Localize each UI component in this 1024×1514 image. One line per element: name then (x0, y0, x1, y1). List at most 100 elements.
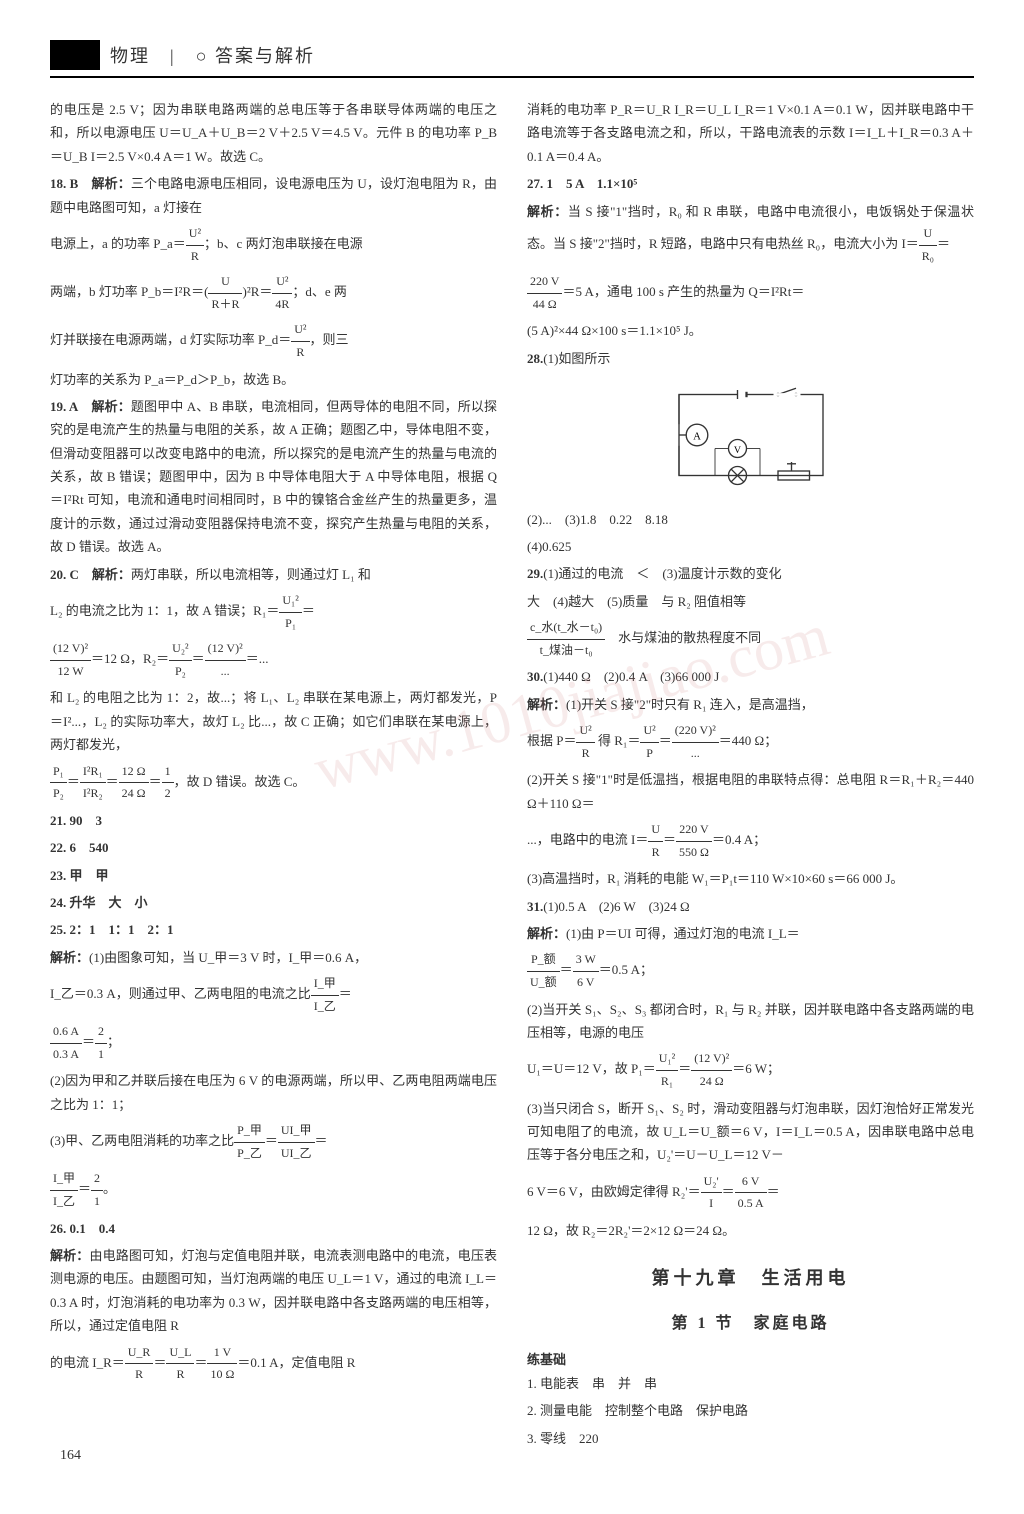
text: ＝0.4 A； (712, 832, 766, 847)
fraction: U²R (186, 223, 204, 267)
den: R (186, 246, 204, 268)
fraction: U²P (640, 720, 658, 764)
num: U_R (125, 1342, 154, 1365)
num: U² (576, 720, 594, 743)
page-header: 物理 | ○ 答案与解析 (50, 40, 974, 78)
den: 550 Ω (676, 842, 712, 864)
q25-line3: 0.6 A0.3 A＝21； (50, 1021, 497, 1065)
num: I²R₁ (80, 761, 106, 784)
analysis-label: 解析： (527, 697, 566, 712)
fraction: I_甲I_乙 (50, 1168, 78, 1212)
q20-label: 20. C (50, 567, 79, 582)
den: t_煤油－t₀ (527, 640, 605, 662)
q25-label: 25. 2：1 1：1 2：1 (50, 922, 174, 937)
q25: 25. 2：1 1：1 2：1 (50, 918, 497, 941)
fraction: 1 V10 Ω (207, 1342, 237, 1386)
q30-analysis: 解析：(1)开关 S 接"2"时只有 R₁ 连入，是高温挡， (527, 693, 974, 716)
text: ＝ (663, 832, 676, 847)
q28-label: 28. (527, 351, 543, 366)
q30-line3: (2)开关 S 接"1"时是低温挡，根据电阻的串联特点得：总电阻 R＝R₁＋R₂… (527, 768, 974, 815)
svg-text:A: A (693, 431, 701, 443)
num: 12 Ω (119, 761, 149, 784)
text: (1)通过的电流 ＜ (3)温度计示数的变化 (543, 566, 781, 581)
den: 44 Ω (527, 294, 562, 316)
text: ＝6 W； (732, 1061, 780, 1076)
q24: 24. 升华 大 小 (50, 891, 497, 914)
text: ；d、e 两 (292, 284, 347, 299)
page-number: 164 (60, 1448, 81, 1464)
q18-line5: 灯功率的关系为 P_a＝P_d＞P_b，故选 B。 (50, 368, 497, 391)
q28-line2: (2)... (3)1.8 0.22 8.18 (527, 508, 974, 531)
q18-label: 18. B (50, 176, 78, 191)
fraction: P_额U_额 (527, 949, 560, 993)
q25-line5: (3)甲、乙两电阻消耗的功率之比P_甲P_乙＝UI_甲UI_乙＝ (50, 1120, 497, 1164)
fraction: (12 V)²12 W (50, 638, 91, 682)
num: U₁² (656, 1048, 678, 1071)
q18-line2: 电源上，a 的功率 P_a＝U²R；b、c 两灯泡串联接在电源 (50, 223, 497, 267)
den: I_乙 (50, 1191, 78, 1213)
num: U (919, 223, 937, 246)
num: P_甲 (234, 1120, 265, 1143)
q31-analysis: 解析：(1)由 P＝UI 可得，通过灯泡的电流 I_L＝ (527, 922, 974, 945)
section-title: 第 1 节 家庭电路 (527, 1310, 974, 1339)
circuit-diagram: A V (527, 380, 974, 497)
fraction: 12 Ω24 Ω (119, 761, 149, 805)
den: I²R₂ (80, 783, 106, 805)
q26-analysis: 解析：由电路图可知，灯泡与定值电阻并联，电流表测电路中的电流，电压表测电源的电压… (50, 1244, 497, 1338)
den: U_额 (527, 972, 560, 994)
fraction: 21 (95, 1021, 107, 1065)
q18: 18. B 解析：三个电路电源电压相同，设电源电压为 U，设灯泡电阻为 R，由题… (50, 172, 497, 219)
text: ＝ (560, 962, 573, 977)
fraction: U²4R (272, 271, 292, 315)
text: ＝ (153, 1355, 166, 1370)
den: I_乙 (311, 996, 339, 1018)
num: P₁ (50, 761, 67, 784)
q30: 30.(1)440 Ω (2)0.4 A (3)66 000 J (527, 665, 974, 688)
text: ...，电路中的电流 I＝ (527, 832, 648, 847)
q30-line5: (3)高温挡时，R₁ 消耗的电能 W₁＝P₁t＝110 W×10×60 s＝66… (527, 867, 974, 890)
fraction: 12 (162, 761, 174, 805)
den: 4R (272, 294, 292, 316)
text: ＝ (149, 774, 162, 789)
text: ＝ (659, 733, 672, 748)
num: 2 (95, 1021, 107, 1044)
fraction: (12 V)²24 Ω (691, 1048, 732, 1092)
q27-label: 27. 1 5 A 1.1×10⁵ (527, 176, 637, 191)
fraction: UR (648, 819, 663, 863)
q20-line4: 和 L₂ 的电阻之比为 1：2，故...；将 L₁、L₂ 串联在某电源上，两灯都… (50, 686, 497, 756)
q31: 31.(1)0.5 A (2)6 W (3)24 Ω (527, 895, 974, 918)
text: 得 R₁＝ (595, 733, 641, 748)
den: P₂ (169, 661, 191, 683)
continuation-text: 的电压是 2.5 V；因为串联电路两端的总电压等于各串联导体两端的电压之和，所以… (50, 98, 497, 168)
q29-line2: 大 (4)越大 (5)质量 与 R₂ 阻值相等 (527, 590, 974, 613)
den: R (291, 342, 309, 364)
num: U₂² (169, 638, 191, 661)
svg-text:V: V (733, 445, 741, 456)
text: ＝ (339, 986, 352, 1001)
q29-line3: c_水(t_水－t₀)t_煤油－t₀ 水与煤油的散热程度不同 (527, 617, 974, 661)
text: ＝ (265, 1133, 278, 1148)
fraction: 6 V0.5 A (735, 1171, 767, 1215)
text: ＝ (722, 1184, 735, 1199)
analysis-label: 解析： (50, 1248, 89, 1263)
text: 6 V＝6 V，由欧姆定律得 R₂'＝ (527, 1184, 701, 1199)
q22: 22. 6 540 (50, 836, 497, 859)
fraction: 3 W6 V (573, 949, 599, 993)
text: ＝ (678, 1061, 691, 1076)
den: R₁ (656, 1071, 678, 1093)
text: ＝ (302, 603, 315, 618)
q26-label: 26. 0.1 0.4 (50, 1221, 115, 1236)
q29-label: 29. (527, 566, 543, 581)
fraction: U_RR (125, 1342, 154, 1386)
q27-line2: 220 V44 Ω＝5 A，通电 100 s 产生的热量为 Q＝I²Rt＝ (527, 271, 974, 315)
text: ＝ (315, 1133, 328, 1148)
den: 6 V (573, 972, 599, 994)
practice-3: 3. 零线 220 (527, 1427, 974, 1450)
text: (1)由 P＝UI 可得，通过灯泡的电流 I_L＝ (566, 926, 800, 941)
num: (12 V)² (50, 638, 91, 661)
text: 两端，b 灯功率 P_b＝I²R＝( (50, 284, 208, 299)
q26-line2: 的电流 I_R＝U_RR＝U_LR＝1 V10 Ω＝0.1 A，定值电阻 R (50, 1342, 497, 1386)
den: 1 (95, 1044, 107, 1066)
num: I_甲 (311, 973, 339, 996)
text: (1)如图所示 (543, 351, 610, 366)
